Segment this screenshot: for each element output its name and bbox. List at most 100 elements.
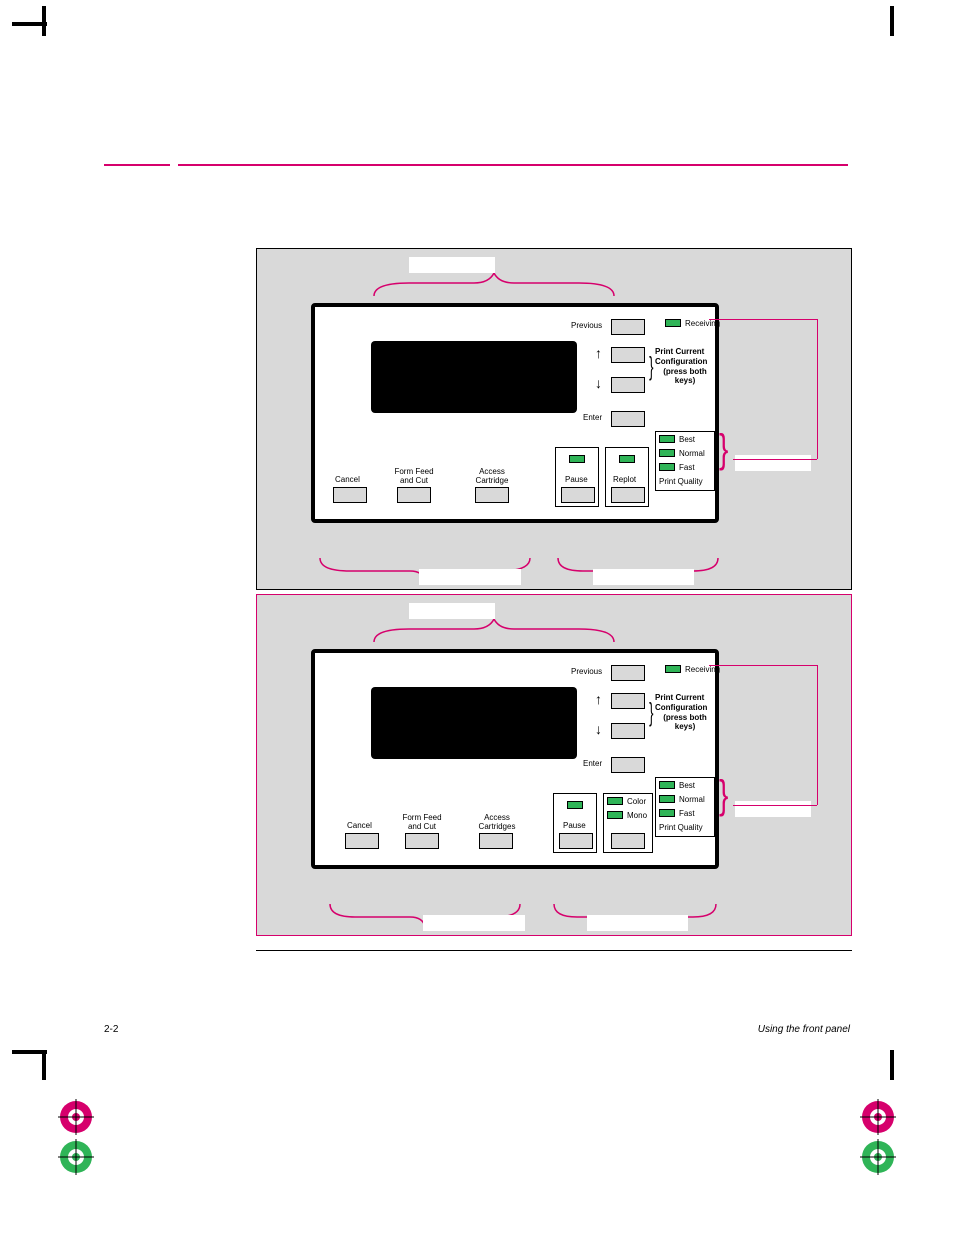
replot-key[interactable] <box>611 487 645 503</box>
formfeed-key[interactable] <box>397 487 431 503</box>
callout-line <box>709 319 817 320</box>
down-arrow-icon: ↓ <box>595 375 602 391</box>
pause-label: Pause <box>565 475 588 484</box>
down-key-b[interactable] <box>611 723 645 739</box>
normal-label-b: Normal <box>679 795 705 804</box>
pause-led-b <box>567 801 583 809</box>
enter-label: Enter <box>583 413 602 422</box>
fast-label-b: Fast <box>679 809 695 818</box>
label-print-settings: Print settings keys <box>593 569 694 585</box>
formfeed-label: Form Feed and Cut <box>389 467 439 485</box>
device-front-panel-b: Previous ↑ ↓ Enter } Print Current Confi… <box>311 649 719 869</box>
brace-display-b <box>369 617 619 647</box>
fast-label: Fast <box>679 463 695 472</box>
enter-label-b: Enter <box>583 759 602 768</box>
crop-mark <box>890 6 894 36</box>
previous-key[interactable] <box>611 319 645 335</box>
footnote-rule <box>256 950 852 951</box>
normal-led <box>659 449 675 457</box>
access-label-b: Access Cartridges <box>471 813 523 831</box>
display-screen-b <box>371 687 577 759</box>
footer-title: Using the front panel <box>758 1024 850 1035</box>
pause-label-b: Pause <box>563 821 586 830</box>
enter-key-b[interactable] <box>611 757 645 773</box>
receiving-led-b <box>665 665 681 673</box>
formfeed-key-b[interactable] <box>405 833 439 849</box>
color-led <box>607 797 623 805</box>
mono-led <box>607 811 623 819</box>
up-key-b[interactable] <box>611 693 645 709</box>
device-front-panel: Previous ↑ ↓ Enter } Print Current Confi… <box>311 303 719 523</box>
cancel-label: Cancel <box>335 475 360 484</box>
normal-led-b <box>659 795 675 803</box>
chapter-number: 2 <box>104 106 133 166</box>
label-print-settings-b: Print settings keys <box>587 915 688 931</box>
config-hint-1b: Print Current <box>655 693 704 702</box>
quality-title: Print Quality <box>659 477 703 486</box>
previous-key-b[interactable] <box>611 665 645 681</box>
cancel-label-b: Cancel <box>347 821 372 830</box>
callout-line <box>733 459 817 460</box>
label-action: Plotter action keys <box>419 569 521 585</box>
normal-label: Normal <box>679 449 705 458</box>
formfeed-label-b: Form Feed and Cut <box>397 813 447 831</box>
label-display: Display section <box>409 257 495 273</box>
fast-led <box>659 463 675 471</box>
down-arrow-icon-b: ↓ <box>595 721 602 737</box>
replot-label: Replot <box>613 475 636 484</box>
enter-key[interactable] <box>611 411 645 427</box>
config-hint-3: (press both keys) <box>655 367 715 385</box>
callout-line-b2 <box>709 665 817 666</box>
registration-mark-magenta-r <box>860 1099 896 1135</box>
footnote-text: * Depending on the current status of the… <box>256 954 846 964</box>
panel-230: Display section Previous ↑ ↓ Enter } Pri… <box>256 248 852 590</box>
up-key[interactable] <box>611 347 645 363</box>
brace-status-icon-b: } <box>719 773 728 818</box>
config-hint-2: Configuration <box>655 357 707 366</box>
access-label: Access Cartridge <box>467 467 517 485</box>
best-label-b: Best <box>679 781 695 790</box>
panel-250c: Display section Previous ↑ ↓ Enter } Pri… <box>256 594 852 936</box>
access-key-b[interactable] <box>479 833 513 849</box>
crop-mark <box>42 1050 46 1080</box>
color-mode-key[interactable] <box>611 833 645 849</box>
previous-label: Previous <box>571 321 602 330</box>
callout-line-b <box>817 665 818 805</box>
receiving-label-b: Receiving <box>685 665 720 674</box>
page-subtitle: The front panel <box>178 178 326 204</box>
cancel-key[interactable] <box>333 487 367 503</box>
replot-led <box>619 455 635 463</box>
page-title: Using the front panel <box>178 110 418 141</box>
config-hint-3b: (press both keys) <box>655 713 715 731</box>
receiving-label: Receiving <box>685 319 720 328</box>
registration-mark-magenta <box>58 1099 94 1135</box>
brace-status-icon: } <box>719 427 728 472</box>
header-rule-gap <box>170 164 178 168</box>
label-display-b: Display section <box>409 603 495 619</box>
pause-key[interactable] <box>561 487 595 503</box>
mono-label: Mono <box>627 811 647 820</box>
header-rule <box>104 164 848 166</box>
registration-mark-green <box>58 1139 94 1175</box>
brace-icon-b: } <box>649 697 653 728</box>
display-screen <box>371 341 577 413</box>
crop-mark <box>42 6 46 36</box>
config-hint-2b: Configuration <box>655 703 707 712</box>
fast-led-b <box>659 809 675 817</box>
best-led <box>659 435 675 443</box>
down-key[interactable] <box>611 377 645 393</box>
brace-display <box>369 271 619 301</box>
access-key[interactable] <box>475 487 509 503</box>
up-arrow-icon-b: ↑ <box>595 691 602 707</box>
registration-mark-green-r <box>860 1139 896 1175</box>
cancel-key-b[interactable] <box>345 833 379 849</box>
best-led-b <box>659 781 675 789</box>
pause-key-b[interactable] <box>559 833 593 849</box>
best-label: Best <box>679 435 695 444</box>
crop-mark <box>890 1050 894 1080</box>
brace-icon: } <box>649 351 653 382</box>
up-arrow-icon: ↑ <box>595 345 602 361</box>
pause-led <box>569 455 585 463</box>
config-hint-1: Print Current <box>655 347 704 356</box>
label-action-b: Plotter action keys <box>423 915 525 931</box>
